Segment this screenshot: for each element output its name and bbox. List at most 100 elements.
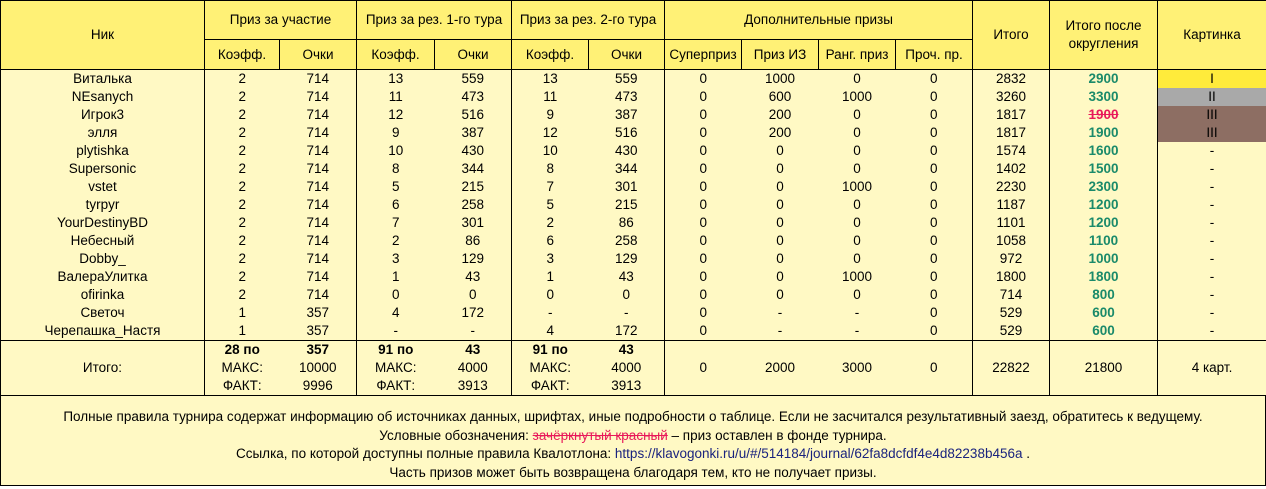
superprize: 0 bbox=[699, 125, 708, 140]
round2-coef: 8 bbox=[546, 161, 555, 176]
table-row: plytishka 2 714 10 430 10 430 0 0 0 0 1574 1600- bbox=[0, 142, 1266, 160]
prize-iz: 0 bbox=[776, 287, 784, 302]
participation-coef: 2 bbox=[238, 251, 246, 266]
rules-link[interactable]: https://klavogonki.ru/u/#/514184/journal… bbox=[614, 446, 1023, 461]
header-round2-coef: Коэфф. bbox=[511, 39, 590, 70]
totals-round1-per-label: 91 по bbox=[378, 342, 414, 357]
round1-coef: 6 bbox=[392, 197, 400, 212]
totals-participation-max-label: МАКС: bbox=[221, 360, 263, 375]
rounded-value: 1500 bbox=[1088, 161, 1119, 176]
player-nick: Небесный bbox=[0, 232, 205, 250]
participation-coef: 2 bbox=[238, 107, 246, 122]
rank-prize: - bbox=[854, 323, 860, 338]
round2-points: 301 bbox=[588, 178, 666, 196]
total: 1800 bbox=[972, 268, 1051, 286]
round1-points: 86 bbox=[434, 232, 513, 250]
round2-points: 0 bbox=[588, 286, 666, 304]
superprize: 0 bbox=[699, 71, 708, 86]
rank-prize: 0 bbox=[853, 197, 861, 212]
participation-coef: 2 bbox=[238, 269, 246, 284]
total-rounded: 800 bbox=[1049, 286, 1159, 304]
superprize: 0 bbox=[699, 161, 708, 176]
participation-points: 714 bbox=[279, 88, 358, 106]
header-participation: Приз за участие bbox=[204, 0, 358, 40]
round2-coef: 5 bbox=[546, 197, 555, 212]
prize-iz: 0 bbox=[776, 197, 784, 212]
participation-points: 714 bbox=[279, 232, 358, 250]
total: 2230 bbox=[972, 178, 1051, 196]
superprize: 0 bbox=[699, 251, 708, 266]
total-rounded: 2900 bbox=[1049, 69, 1159, 88]
total: 1574 bbox=[972, 142, 1051, 160]
other-prize: 0 bbox=[895, 286, 974, 304]
participation-points: 357 bbox=[279, 322, 358, 341]
totals-round2-fact-label: ФАКТ: bbox=[530, 378, 570, 393]
rank-prize: 0 bbox=[853, 125, 861, 140]
prize-iz: 600 bbox=[768, 89, 792, 104]
round2-points: 559 bbox=[588, 69, 666, 88]
other-prize: 0 bbox=[895, 88, 974, 106]
superprize: 0 bbox=[699, 233, 708, 248]
total: 3260 bbox=[972, 88, 1051, 106]
round2-points: 172 bbox=[588, 322, 666, 341]
total: 1817 bbox=[972, 106, 1051, 124]
other-prize: 0 bbox=[895, 178, 974, 196]
player-nick: Dobby_ bbox=[0, 250, 205, 268]
participation-coef: 2 bbox=[238, 287, 246, 302]
table-row: NEsanych 2 714 11 473 11 473 0 600 1000 0 3260 3300 I… bbox=[0, 88, 1266, 106]
participation-points: 357 bbox=[279, 304, 358, 322]
other-prize: 0 bbox=[895, 196, 974, 214]
rank-prize: 0 bbox=[853, 233, 861, 248]
totals-round1-max-label: МАКС: bbox=[375, 360, 417, 375]
round1-coef: 0 bbox=[392, 287, 400, 302]
participation-points: 714 bbox=[279, 106, 358, 124]
participation-points: 714 bbox=[279, 196, 358, 214]
round2-points: 43 bbox=[588, 268, 666, 286]
participation-coef: 2 bbox=[238, 197, 246, 212]
participation-coef: 2 bbox=[238, 161, 246, 176]
total-rounded: 1900 bbox=[1049, 124, 1159, 142]
rounded-value: 1800 bbox=[1088, 269, 1119, 284]
rank-prize: 0 bbox=[853, 71, 861, 86]
round1-coef: 11 bbox=[388, 89, 403, 104]
header-superprize: Суперприз bbox=[664, 39, 743, 70]
table-row: vstet 2 714 5 215 7 301 0 0 1000 0 2230 2300- bbox=[0, 178, 1266, 196]
table-row: ofirinka 2 714 0 0 0 0 0 0 0 0 714 800- bbox=[0, 286, 1266, 304]
round2-points: 516 bbox=[588, 124, 666, 142]
rounded-value: 2900 bbox=[1088, 71, 1119, 86]
totals-superprize: 0 bbox=[664, 340, 742, 396]
prize-table: Ник Приз за участие Приз за рез. 1-го ту… bbox=[0, 0, 1266, 396]
total-rounded: 1200 bbox=[1049, 214, 1159, 232]
participation-points: 714 bbox=[279, 160, 358, 178]
round2-coef: 0 bbox=[546, 287, 555, 302]
total-rounded: 600 bbox=[1049, 304, 1159, 322]
picture-rank-badge: - bbox=[1157, 268, 1266, 286]
totals-participation-per-value: 357 bbox=[306, 342, 330, 357]
other-prize: 0 bbox=[895, 69, 974, 88]
table-row: tyrpyr 2 714 6 258 5 215 0 0 0 0 1187 1200- bbox=[0, 196, 1266, 214]
superprize: 0 bbox=[699, 107, 708, 122]
table-row: элля 2 714 9 387 12 516 0 200 0 0 1817 1900 III bbox=[0, 124, 1266, 142]
round2-points: 344 bbox=[588, 160, 666, 178]
total: 1187 bbox=[972, 196, 1051, 214]
player-nick: vstet bbox=[0, 178, 205, 196]
round2-points: - bbox=[588, 304, 666, 322]
other-prize: 0 bbox=[895, 214, 974, 232]
other-prize: 0 bbox=[895, 106, 974, 124]
round1-points: 516 bbox=[434, 106, 513, 124]
total-rounded: 600 bbox=[1049, 322, 1159, 341]
header-other-prize: Проч. пр. bbox=[895, 39, 974, 70]
header-round1-points: Очки bbox=[434, 39, 513, 70]
other-prize: 0 bbox=[895, 232, 974, 250]
round1-points: 215 bbox=[434, 178, 513, 196]
totals-label: Итого: bbox=[0, 340, 205, 396]
participation-points: 714 bbox=[279, 286, 358, 304]
prize-iz: 0 bbox=[776, 233, 784, 248]
round2-points: 258 bbox=[588, 232, 666, 250]
picture-rank-badge: - bbox=[1157, 142, 1266, 160]
notes-line-link: Ссылка, по которой доступны полные прави… bbox=[1, 445, 1265, 464]
rounded-value: 1000 bbox=[1088, 251, 1119, 266]
round2-points: 473 bbox=[588, 88, 666, 106]
rounded-value: 1100 bbox=[1088, 233, 1119, 248]
participation-coef: 2 bbox=[238, 233, 246, 248]
